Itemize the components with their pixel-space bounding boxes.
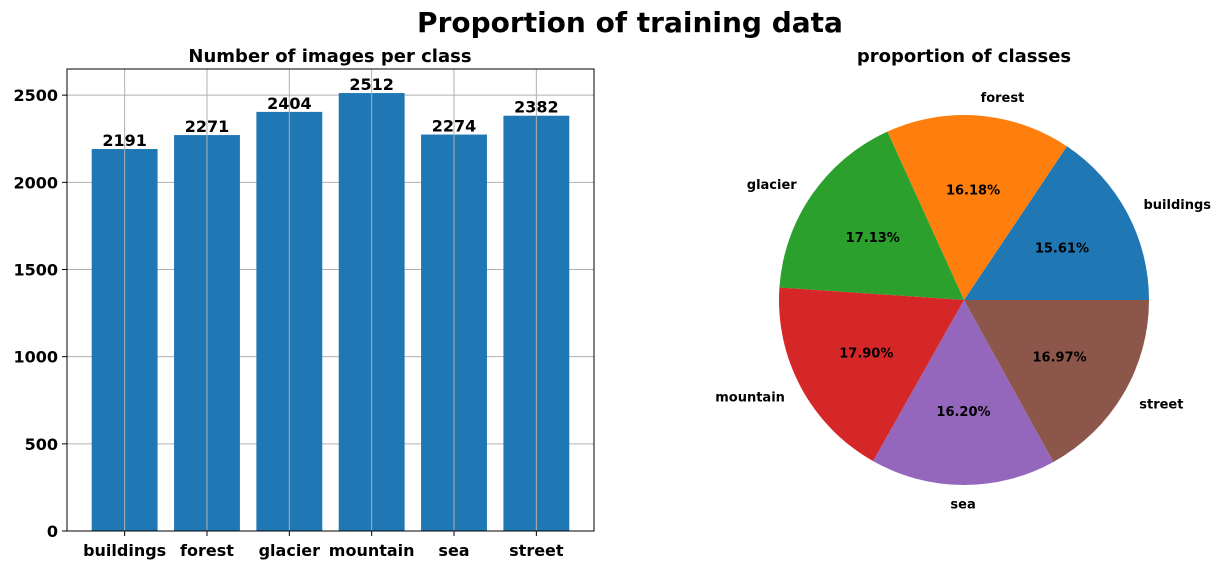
bar-chart: Number of images per class 2191227124042… (13, 46, 595, 560)
pie-percent-label: 16.18% (946, 183, 1000, 198)
pie-slice-forest (887, 115, 1067, 301)
bar-data-labels: 2191 2271 2404 2512 2274 2382 (102, 75, 558, 150)
pie-slice-street (964, 300, 1149, 462)
pie-chart: proportion of classes 15.61% 16.18% 17.13%… (715, 46, 1211, 512)
pie-percent-label: 16.97% (1033, 350, 1087, 365)
y-axis-ticks: 0 500 1000 1500 2000 2500 (13, 86, 67, 541)
y-tick-label: 0 (47, 522, 58, 541)
x-tick-label: mountain (329, 541, 415, 560)
pie-category-label: buildings (1144, 198, 1212, 213)
pie-percent-label: 17.13% (846, 231, 900, 246)
x-tick-label: street (509, 541, 564, 560)
bar-value-label: 2382 (514, 98, 559, 117)
pie-slice-sea (873, 300, 1054, 485)
bar-chart-title: Number of images per class (188, 46, 471, 67)
bar-value-label: 2404 (267, 94, 312, 113)
y-tick-label: 2000 (13, 173, 58, 192)
y-tick-label: 1000 (13, 348, 58, 367)
pie-chart-title: proportion of classes (857, 46, 1071, 67)
pie-slice-buildings (964, 146, 1149, 300)
y-tick-label: 1500 (13, 260, 58, 279)
x-tick-label: sea (438, 541, 469, 560)
pie-category-label: forest (981, 91, 1025, 106)
bar-value-label: 2274 (432, 117, 477, 136)
pie-category-label: mountain (715, 391, 785, 406)
pie-slice-glacier (779, 131, 964, 300)
pie-percent-labels: 15.61% 16.18% 17.13% 17.90% 16.20% 16.97% (839, 183, 1089, 420)
pie-percent-label: 16.20% (936, 405, 990, 420)
bar-plot-frame (66, 68, 595, 532)
pie-percent-label: 17.90% (839, 347, 893, 362)
bar-series (91, 93, 570, 532)
figure-title: Proportion of training data (417, 6, 843, 39)
bar-value-label: 2191 (102, 131, 147, 150)
pie-category-label: glacier (747, 178, 798, 193)
pie-category-labels: buildings forest glacier mountain sea street (715, 91, 1211, 512)
x-tick-label: glacier (259, 541, 321, 560)
x-tick-label: forest (180, 541, 234, 560)
x-tick-label: buildings (83, 541, 166, 560)
pie-category-label: sea (950, 497, 975, 512)
bar-value-label: 2271 (185, 117, 230, 136)
pie-category-label: street (1139, 397, 1183, 412)
x-axis-ticks: buildings forest glacier mountain sea street (83, 531, 564, 560)
y-tick-label: 2500 (13, 86, 58, 105)
pie-slice-mountain (779, 287, 964, 462)
y-tick-label: 500 (25, 435, 58, 454)
pie-percent-label: 15.61% (1035, 242, 1089, 257)
pie-slices (779, 115, 1149, 485)
bar-value-label: 2512 (349, 75, 394, 94)
